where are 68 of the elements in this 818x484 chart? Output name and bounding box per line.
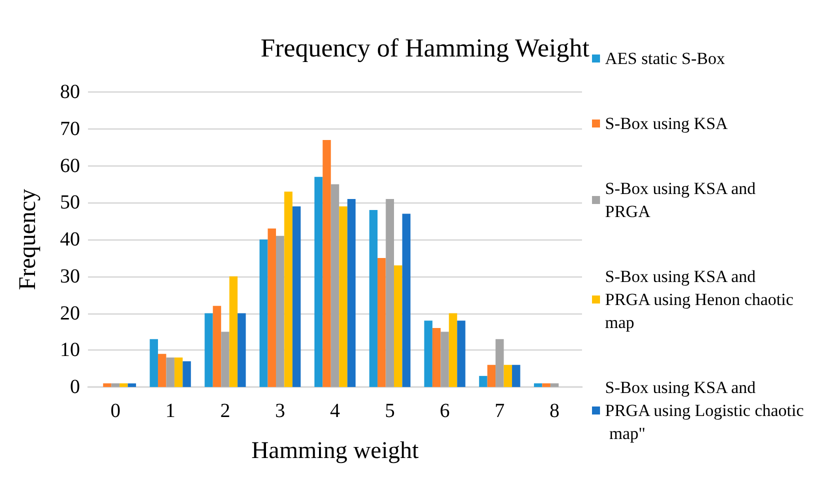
x-tick-label: 8 xyxy=(550,400,560,422)
x-tick-label: 6 xyxy=(440,400,450,422)
y-tick-label: 60 xyxy=(60,154,80,177)
y-tick-label: 30 xyxy=(60,265,80,288)
bar xyxy=(221,332,230,387)
bar xyxy=(542,383,550,387)
legend-label: S-Box using KSA and PRGA using Logistic chaotic map" xyxy=(605,378,804,443)
y-tick-label: 50 xyxy=(60,192,80,214)
bar xyxy=(347,198,356,387)
bar xyxy=(314,176,323,387)
bar xyxy=(487,364,496,387)
bar xyxy=(182,361,191,387)
bar xyxy=(448,313,458,387)
y-tick-label: 40 xyxy=(60,228,80,250)
x-tick-label: 1 xyxy=(165,400,176,422)
bar xyxy=(128,383,136,387)
bar xyxy=(394,265,402,387)
bar xyxy=(479,376,488,387)
x-tick-label: 5 xyxy=(384,400,395,422)
bar xyxy=(322,140,331,387)
y-tick-label: 80 xyxy=(60,81,80,103)
bar xyxy=(369,210,378,387)
bar xyxy=(534,383,542,387)
legend-label: AES static S-Box xyxy=(605,49,726,68)
bar xyxy=(150,339,158,387)
bar xyxy=(103,383,112,387)
bar xyxy=(238,313,246,387)
bar xyxy=(111,383,120,387)
bar xyxy=(330,184,340,387)
x-tick-label: 2 xyxy=(220,400,230,422)
bar xyxy=(174,358,183,387)
bar xyxy=(284,192,292,387)
y-tick-label: 0 xyxy=(70,376,80,398)
chart-title: Frequency of Hamming Weight xyxy=(260,34,590,62)
bar xyxy=(260,240,268,387)
x-tick-label: 3 xyxy=(275,400,286,422)
bar xyxy=(339,206,348,387)
bar xyxy=(402,214,410,387)
legend-label: S-Box using KSA and PRGA xyxy=(605,179,760,221)
bar xyxy=(504,364,512,387)
bar xyxy=(292,206,301,387)
bar xyxy=(204,313,213,387)
x-tick-label: 0 xyxy=(110,400,120,422)
bar xyxy=(386,198,394,387)
bar xyxy=(496,339,504,387)
bar xyxy=(212,306,222,387)
legend-label: S-Box using KSA xyxy=(605,114,729,133)
legend-label: S-Box using KSA and PRGA using Henon chaotic map xyxy=(605,267,798,332)
bar xyxy=(457,320,466,387)
bar xyxy=(166,358,174,387)
y-tick-label: 10 xyxy=(60,339,80,362)
bar xyxy=(432,328,441,387)
x-tick-label: 4 xyxy=(330,400,340,422)
y-tick-label: 20 xyxy=(60,302,80,324)
bar xyxy=(424,320,432,387)
bar xyxy=(229,276,238,387)
bar xyxy=(120,383,128,387)
bar xyxy=(276,236,284,387)
x-axis-title: Hamming weight xyxy=(251,438,419,464)
bar xyxy=(158,354,166,387)
bar xyxy=(440,332,449,387)
x-tick-label: 7 xyxy=(494,400,505,422)
bar xyxy=(512,364,520,387)
bar xyxy=(378,258,386,387)
y-tick-label: 70 xyxy=(60,118,80,140)
bar xyxy=(268,228,276,387)
y-axis-title: Frequency xyxy=(15,188,41,290)
bar xyxy=(550,383,559,387)
